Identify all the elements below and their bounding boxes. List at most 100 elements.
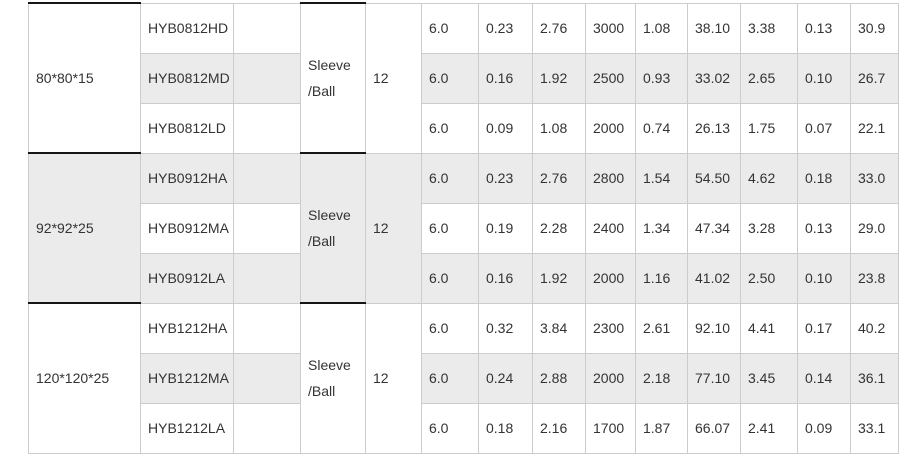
value-cell: 0.10 (797, 52, 851, 104)
blank-cell (233, 402, 301, 454)
value-cell: 2.88 (532, 352, 586, 404)
value-cell: 3.38 (740, 2, 798, 54)
value-cell: 0.23 (478, 2, 533, 54)
value-cell: 0.19 (478, 202, 533, 254)
table-row: HYB1212LA 6.0 0.18 2.16 1700 1.87 66.07 … (29, 402, 899, 454)
value-cell: 0.93 (635, 52, 688, 104)
table-row: 120*120*25 HYB1212HA Sleeve /Ball 12 6.0… (28, 302, 899, 454)
value-cell: 4.62 (740, 152, 798, 204)
bearing-cell: Sleeve /Ball (300, 2, 366, 154)
value-cell: 0.13 (797, 202, 851, 254)
value-cell: 6.0 (421, 52, 479, 104)
voltage-cell: 12 (365, 2, 422, 154)
value-cell: 47.34 (687, 202, 741, 254)
blank-cell (233, 252, 301, 304)
size-cell: 120*120*25 (28, 302, 141, 454)
value-cell: 54.50 (687, 152, 741, 204)
table-row: HYB0812LD 6.0 0.09 1.08 2000 0.74 26.13 … (29, 102, 899, 154)
voltage-cell: 12 (365, 302, 422, 454)
value-cell: 0.18 (797, 152, 851, 204)
value-cell: 4.41 (740, 302, 798, 354)
table-row: 92*92*25 HYB0912HA Sleeve /Ball 12 6.0 0… (28, 152, 899, 304)
value-cell: 0.09 (797, 402, 851, 454)
blank-cell (233, 202, 301, 254)
value-cell: 0.17 (797, 302, 851, 354)
model-cell: HYB0812HD (140, 2, 234, 54)
value-cell: 1.92 (532, 252, 586, 304)
blank-cell (233, 302, 301, 354)
blank-cell (233, 2, 301, 54)
value-cell: 2800 (585, 152, 636, 204)
value-cell: 3.84 (532, 302, 586, 354)
value-cell: 38.10 (687, 2, 741, 54)
value-cell: 0.18 (478, 402, 533, 454)
value-cell: 40.2 (850, 302, 899, 354)
table-row: HYB0912LA 6.0 0.16 1.92 2000 1.16 41.02 … (29, 252, 899, 304)
value-cell: 0.24 (478, 352, 533, 404)
model-cell: HYB1212HA (140, 302, 234, 354)
voltage-cell: 12 (365, 152, 422, 304)
value-cell: 3.45 (740, 352, 798, 404)
value-cell: 0.16 (478, 252, 533, 304)
value-cell: 6.0 (421, 102, 479, 154)
value-cell: 30.9 (850, 2, 899, 54)
value-cell: 26.13 (687, 102, 741, 154)
table-row: HYB1212MA 6.0 0.24 2.88 2000 2.18 77.10 … (29, 352, 899, 404)
value-cell: 23.8 (850, 252, 899, 304)
model-cell: HYB0812LD (140, 102, 234, 154)
value-cell: 33.1 (850, 402, 899, 454)
value-cell: 0.07 (797, 102, 851, 154)
value-cell: 1.75 (740, 102, 798, 154)
value-cell: 36.1 (850, 352, 899, 404)
model-cell: HYB0812MD (140, 52, 234, 104)
value-cell: 2.65 (740, 52, 798, 104)
value-cell: 6.0 (421, 152, 479, 204)
spec-table-body: 80*80*15 HYB0812HD Sleeve /Ball 12 6.0 0… (28, 2, 899, 454)
value-cell: 1700 (585, 402, 636, 454)
value-cell: 6.0 (421, 2, 479, 54)
model-cell: HYB0912LA (140, 252, 234, 304)
bearing-cell: Sleeve /Ball (300, 152, 366, 304)
bearing-cell: Sleeve /Ball (300, 302, 366, 454)
value-cell: 0.13 (797, 2, 851, 54)
blank-cell (233, 102, 301, 154)
value-cell: 2.16 (532, 402, 586, 454)
value-cell: 33.02 (687, 52, 741, 104)
value-cell: 92.10 (687, 302, 741, 354)
value-cell: 2.18 (635, 352, 688, 404)
value-cell: 6.0 (421, 402, 479, 454)
value-cell: 6.0 (421, 252, 479, 304)
model-cell: HYB1212MA (140, 352, 234, 404)
value-cell: 2.50 (740, 252, 798, 304)
value-cell: 3000 (585, 2, 636, 54)
bearing-line: Sleeve (308, 57, 351, 73)
value-cell: 22.1 (850, 102, 899, 154)
value-cell: 2.41 (740, 402, 798, 454)
value-cell: 77.10 (687, 352, 741, 404)
bearing-line: /Ball (308, 383, 336, 400)
value-cell: 1.08 (635, 2, 688, 54)
bearing-line: Sleeve (308, 207, 351, 223)
table-row: 80*80*15 HYB0812HD Sleeve /Ball 12 6.0 0… (28, 2, 899, 154)
value-cell: 0.16 (478, 52, 533, 104)
value-cell: 1.54 (635, 152, 688, 204)
value-cell: 1.87 (635, 402, 688, 454)
blank-cell (233, 152, 301, 204)
fan-spec-table: 80*80*15 HYB0812HD Sleeve /Ball 12 6.0 0… (28, 2, 899, 454)
value-cell: 33.0 (850, 152, 899, 204)
value-cell: 41.02 (687, 252, 741, 304)
value-cell: 2000 (585, 102, 636, 154)
value-cell: 0.10 (797, 252, 851, 304)
value-cell: 2300 (585, 302, 636, 354)
value-cell: 2500 (585, 52, 636, 104)
bearing-line: Sleeve (308, 357, 351, 374)
value-cell: 2.28 (532, 202, 586, 254)
value-cell: 2000 (585, 252, 636, 304)
value-cell: 2.76 (532, 152, 586, 204)
value-cell: 6.0 (421, 302, 479, 354)
value-cell: 0.09 (478, 102, 533, 154)
value-cell: 2.76 (532, 2, 586, 54)
model-cell: HYB0912HA (140, 152, 234, 204)
value-cell: 0.14 (797, 352, 851, 404)
